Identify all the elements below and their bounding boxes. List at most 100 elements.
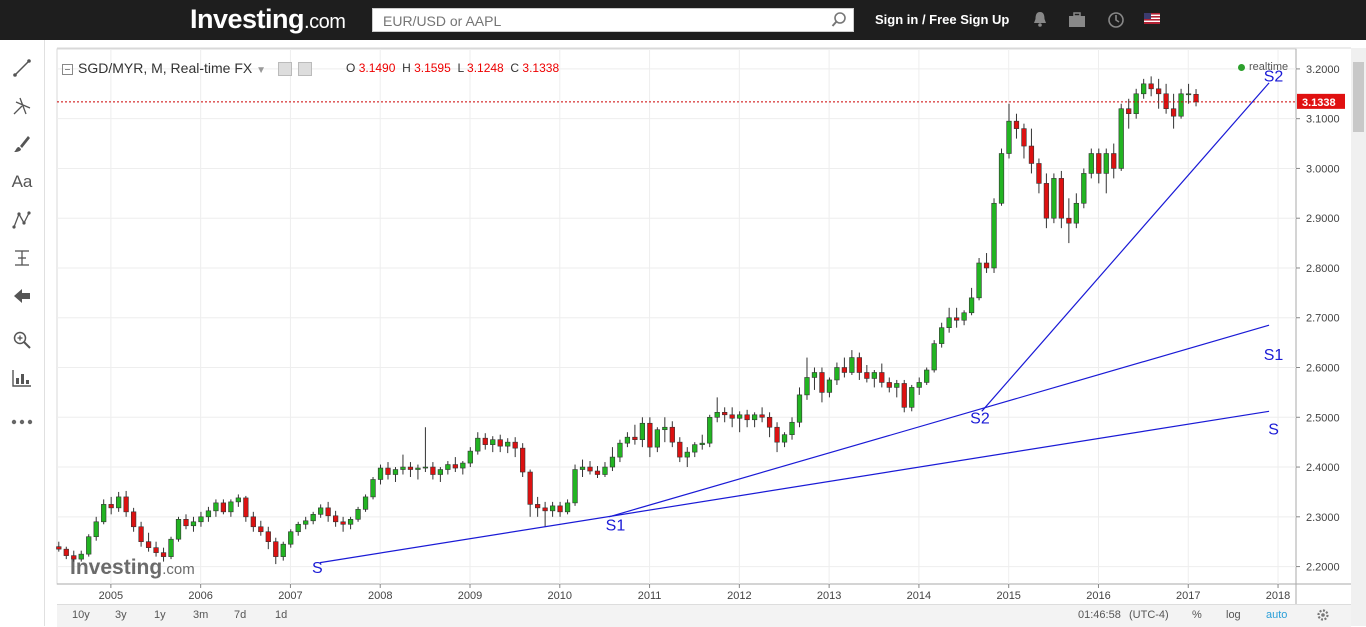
candle-body xyxy=(520,447,526,473)
range-7d[interactable]: 7d xyxy=(234,609,247,621)
candle-body xyxy=(931,343,937,371)
candle-body xyxy=(901,383,907,408)
candle-body xyxy=(370,479,376,498)
last-price-line: 3.1338 xyxy=(57,93,1345,109)
candle-body xyxy=(968,297,975,314)
range-1d[interactable]: 1d xyxy=(275,609,288,621)
candle-body xyxy=(998,153,1005,204)
settings-icon[interactable] xyxy=(277,62,292,77)
pitchfork-icon[interactable] xyxy=(8,92,36,120)
candle-body xyxy=(1193,93,1199,103)
logo-suffix[interactable]: .com xyxy=(304,11,346,33)
more-icon[interactable] xyxy=(8,408,36,436)
candle-body xyxy=(460,462,466,469)
scrollbar[interactable] xyxy=(1351,48,1366,626)
candle-body xyxy=(662,426,668,431)
candle-body xyxy=(624,436,631,444)
x-tick-label: 2010 xyxy=(548,590,572,602)
candle-body xyxy=(1028,145,1035,164)
timezone[interactable]: (UTC-4) xyxy=(1129,609,1169,621)
range-3y[interactable]: 3y xyxy=(115,609,127,621)
briefcase-icon[interactable] xyxy=(1068,11,1086,29)
auto-toggle[interactable]: auto xyxy=(1266,609,1288,621)
candlestick-series xyxy=(56,76,1199,565)
candle-body xyxy=(879,372,885,383)
y-tick-label: 2.5000 xyxy=(1306,412,1340,424)
collapse-icon[interactable] xyxy=(62,63,73,75)
candle-body xyxy=(976,262,982,299)
logo-main[interactable]: Investing xyxy=(190,4,305,34)
scrollbar-thumb[interactable] xyxy=(1353,62,1364,132)
candle-body xyxy=(894,383,900,388)
measure-icon[interactable] xyxy=(8,244,36,272)
symbol-title[interactable]: SGD/MYR, M, Real-time FX xyxy=(78,60,253,76)
candle-body xyxy=(1006,120,1012,154)
bottom-bar: 10y 3y 1y 3m 7d 1d 01:46:58 (UTC-4) % lo… xyxy=(57,604,1351,627)
price-tag xyxy=(1297,93,1345,109)
y-tick-label: 2.6000 xyxy=(1306,363,1340,375)
candle-body xyxy=(692,444,698,453)
brush-icon[interactable] xyxy=(8,130,36,158)
annotation-label: S xyxy=(1268,422,1279,439)
back-arrow-icon[interactable] xyxy=(8,282,36,310)
candle-body xyxy=(766,416,773,428)
zoom-icon[interactable] xyxy=(8,326,36,354)
candle-body xyxy=(198,516,204,523)
clock-icon[interactable] xyxy=(1107,11,1125,29)
search-input[interactable] xyxy=(381,10,825,32)
gear-icon[interactable] xyxy=(1316,608,1330,622)
x-tick-label: 2017 xyxy=(1176,590,1200,602)
candle-body xyxy=(190,521,197,527)
candle-body xyxy=(819,372,825,393)
candle-body xyxy=(602,466,608,475)
pattern-icon[interactable] xyxy=(8,206,36,234)
candle-body xyxy=(924,369,930,383)
candle-body xyxy=(729,414,735,419)
candle-body xyxy=(557,505,563,513)
range-10y[interactable]: 10y xyxy=(72,609,90,621)
text-icon[interactable]: Aa xyxy=(11,172,33,191)
x-tick-label: 2008 xyxy=(368,590,392,602)
annotation-label: S xyxy=(312,560,323,577)
candle-body xyxy=(707,416,713,444)
candle-body xyxy=(1081,173,1087,204)
candle-body xyxy=(205,510,212,518)
bell-icon[interactable] xyxy=(1032,11,1048,29)
low-label: L xyxy=(457,61,464,75)
search-box[interactable] xyxy=(372,8,854,32)
percent-toggle[interactable]: % xyxy=(1192,609,1202,621)
trendline-icon[interactable] xyxy=(8,54,36,82)
range-1y[interactable]: 1y xyxy=(154,609,166,621)
candle-body xyxy=(1118,108,1124,169)
trendlines[interactable] xyxy=(319,82,1270,564)
low-value: 3.1248 xyxy=(467,61,504,75)
signin-link[interactable]: Sign in / Free Sign Up xyxy=(875,12,1010,27)
log-toggle[interactable]: log xyxy=(1226,609,1241,621)
annotations: S S S1 S1 S2 S2 xyxy=(312,68,1283,577)
site-logo[interactable]: Investing.com xyxy=(190,4,346,35)
watermark-logo: Investing.com xyxy=(70,556,195,579)
open-label: O xyxy=(346,61,356,75)
chevron-down-icon[interactable]: ▼ xyxy=(256,65,267,76)
candle-body xyxy=(737,414,743,419)
compare-icon[interactable] xyxy=(297,62,312,77)
y-tick-label: 2.2000 xyxy=(1306,562,1340,574)
us-flag-icon[interactable] xyxy=(1144,13,1160,24)
candle-body xyxy=(1103,153,1109,174)
candle-body xyxy=(639,422,646,440)
search-icon[interactable] xyxy=(831,12,847,28)
candle-body xyxy=(123,496,129,513)
candle-body xyxy=(318,507,324,515)
annotation-label: S1 xyxy=(1264,347,1284,364)
candle-body xyxy=(265,531,271,542)
candle-body xyxy=(744,414,750,421)
candle-body xyxy=(467,450,473,464)
candle-body xyxy=(1096,153,1102,174)
candle-body xyxy=(183,519,189,527)
candle-body xyxy=(1170,108,1177,117)
candle-body xyxy=(647,422,653,448)
range-3m[interactable]: 3m xyxy=(193,609,209,621)
ruler-icon[interactable] xyxy=(8,364,36,392)
candle-body xyxy=(175,519,182,540)
